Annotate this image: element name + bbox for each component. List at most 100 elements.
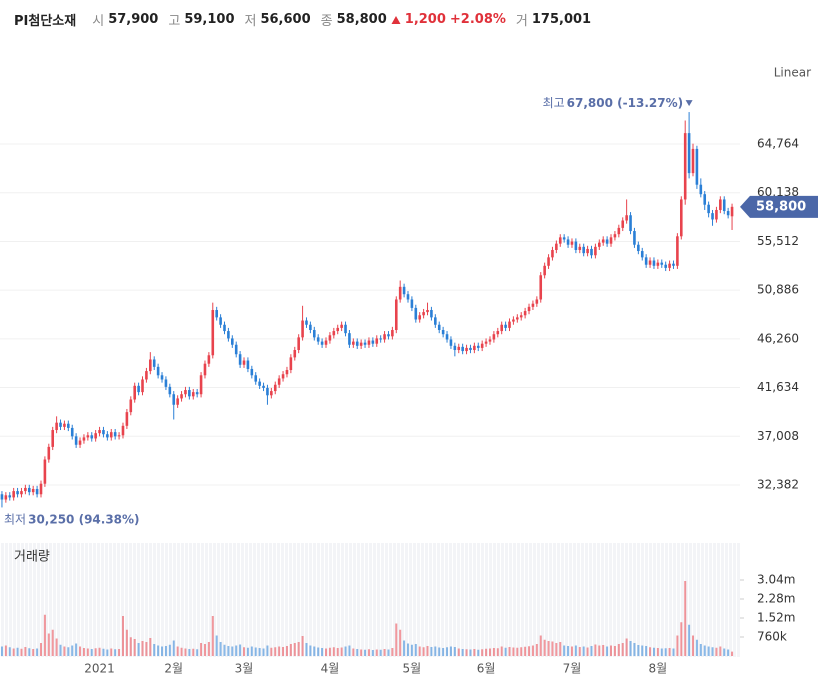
min-annotation: 최저 30,250 (94.38%): [4, 512, 140, 526]
volume-bar: [610, 645, 613, 656]
candle-body: [391, 330, 394, 337]
candle-body: [539, 275, 543, 300]
candle-body: [465, 347, 468, 352]
candle-body: [117, 435, 121, 437]
candle-body: [223, 324, 226, 332]
volume-bar: [406, 643, 409, 656]
volume-bar: [367, 649, 370, 656]
candle-body: [273, 384, 277, 392]
candle-body: [141, 379, 144, 393]
candle-body: [35, 488, 39, 495]
volume-bar: [488, 648, 491, 656]
candle-body: [492, 334, 496, 340]
volume-tick-label: 3.04m: [757, 573, 795, 587]
volume-bar: [570, 646, 573, 656]
candle-body: [199, 375, 203, 395]
up-icon: [391, 15, 401, 24]
candle-body: [149, 359, 152, 372]
volume-bar: [328, 647, 331, 656]
volume-bar: [8, 647, 11, 656]
volume-bar: [207, 642, 210, 656]
volume-bar: [586, 647, 589, 656]
volume-bar: [711, 647, 714, 656]
volume-bar: [477, 649, 480, 656]
candle-body: [691, 148, 695, 174]
volume-bar: [410, 644, 413, 656]
candle-body: [113, 432, 117, 437]
volume-bar: [555, 643, 558, 656]
candle-body: [227, 331, 230, 339]
volume-bar: [110, 648, 113, 656]
volume-bar: [344, 646, 347, 656]
candle-body: [74, 436, 78, 445]
volume-bar: [567, 646, 570, 656]
candle-body: [519, 315, 523, 318]
candle-body: [293, 350, 297, 358]
x-tick-label: 7월: [563, 662, 582, 676]
volume-bar: [121, 616, 124, 656]
volume-bar: [606, 646, 609, 656]
volume-bar: [321, 648, 324, 656]
candle-body: [145, 371, 148, 380]
volume-bar: [496, 648, 499, 656]
candle-body: [601, 239, 605, 243]
candle-body: [543, 265, 546, 276]
volume-bar: [438, 647, 441, 656]
volume-bar: [481, 649, 484, 656]
candle-body: [211, 310, 215, 356]
volume-bar: [47, 633, 50, 656]
volume-bar: [258, 648, 261, 656]
volume-bar: [75, 643, 78, 656]
candle-body: [430, 310, 433, 318]
volume-bar: [161, 646, 164, 656]
volume-bar: [246, 647, 249, 656]
volume-bar: [637, 645, 640, 656]
candle-body: [562, 237, 566, 240]
volume-bar: [118, 649, 121, 656]
volume-bar: [309, 645, 312, 656]
candle-body: [558, 237, 562, 244]
candle-body: [133, 385, 136, 400]
candle-body: [726, 211, 730, 216]
volume-bar: [254, 647, 257, 656]
candle-body: [63, 423, 66, 427]
volume-bar: [656, 648, 659, 656]
volume-bar: [551, 641, 554, 656]
stock-name: PI첨단소재: [14, 14, 77, 29]
candle-body: [679, 199, 683, 237]
volume-bar: [379, 649, 382, 656]
volume-bar: [4, 645, 7, 656]
candle-body: [437, 324, 441, 331]
volume-bar: [301, 636, 304, 656]
volume-bar: [340, 647, 343, 656]
volume-bar: [317, 647, 320, 656]
low-label: 저: [244, 14, 257, 29]
volume-label: 거: [515, 14, 528, 29]
candle-body: [707, 204, 710, 214]
candle-body: [67, 423, 70, 428]
volume-bar: [360, 649, 363, 656]
candle-body: [8, 495, 12, 498]
volume-bar: [500, 646, 503, 656]
candle-body: [715, 209, 718, 220]
volume-bar: [235, 645, 238, 656]
volume-bar: [67, 647, 70, 656]
y-tick-label: 37,008: [757, 429, 799, 443]
volume-bar: [219, 642, 222, 656]
volume-bar: [215, 635, 218, 656]
candle-body: [500, 324, 503, 332]
candle-body: [312, 330, 316, 338]
header: PI첨단소재 시 57,900 고 59,100 저 56,600 종 58,800 1…: [14, 10, 591, 29]
volume-bar: [196, 649, 199, 656]
y-tick-label: 41,634: [757, 380, 799, 394]
volume-bar: [461, 649, 464, 656]
volume-bar: [336, 648, 339, 656]
candle-body: [242, 360, 246, 365]
candle-body: [719, 199, 722, 210]
volume-bar: [262, 648, 265, 656]
candle-body: [426, 310, 429, 313]
candle-body: [234, 344, 238, 355]
candle-body: [51, 430, 55, 447]
candle-body: [527, 306, 531, 312]
